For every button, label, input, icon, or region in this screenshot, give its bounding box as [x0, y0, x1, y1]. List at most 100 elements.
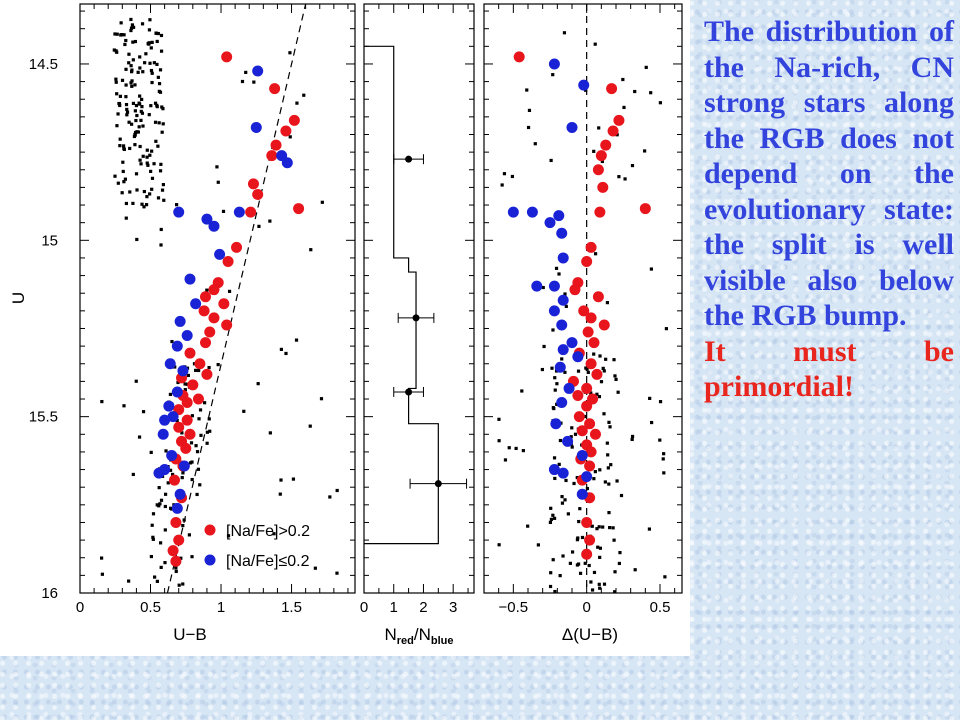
- na-poor-star: [177, 365, 189, 377]
- field-star: [130, 23, 135, 27]
- field-star: [195, 492, 199, 497]
- field-star: [124, 102, 129, 107]
- field-star: [136, 70, 140, 74]
- field-star: [138, 158, 142, 162]
- field-star: [168, 468, 173, 472]
- na-poor-star: [163, 400, 175, 412]
- field-star: [551, 406, 555, 410]
- field-star: [114, 77, 118, 81]
- field-star: [216, 363, 220, 367]
- na-rich-star: [607, 125, 619, 137]
- field-star: [138, 144, 142, 149]
- field-star: [124, 201, 129, 206]
- field-star: [148, 153, 152, 157]
- field-star: [590, 524, 594, 528]
- field-star: [114, 80, 118, 84]
- field-star: [174, 203, 179, 207]
- field-star: [141, 410, 146, 414]
- slide-text: The distribution of the Na-rich, CN stro…: [704, 14, 954, 405]
- field-star: [121, 169, 125, 174]
- field-star: [190, 414, 194, 418]
- field-star: [564, 304, 568, 309]
- field-star: [551, 73, 555, 77]
- na-rich-star: [168, 474, 180, 486]
- field-star: [130, 70, 134, 74]
- field-star: [190, 460, 194, 464]
- field-star: [133, 109, 137, 113]
- na-rich-star: [584, 534, 596, 546]
- field-star: [500, 183, 504, 187]
- field-star: [589, 391, 593, 395]
- na-poor-star: [167, 411, 179, 423]
- field-star: [649, 91, 653, 95]
- field-star: [121, 160, 125, 164]
- field-star: [157, 121, 161, 125]
- na-rich-star: [598, 319, 610, 331]
- field-star: [608, 425, 612, 429]
- figure-plots: [Na/Fe]>0.2 [Na/Fe]≤0.2 0 0.5 1 1.5 14.5 15 15.5…: [9, 3, 683, 647]
- field-star: [100, 399, 104, 404]
- field-star: [647, 527, 652, 531]
- field-star: [150, 80, 154, 85]
- field-star: [128, 190, 132, 194]
- field-star: [121, 144, 126, 148]
- field-star: [240, 79, 245, 84]
- field-star: [611, 526, 615, 530]
- field-star: [630, 437, 634, 442]
- field-star: [564, 478, 568, 483]
- field-star: [592, 477, 596, 481]
- field-star: [268, 431, 272, 435]
- y-tick-label: 16: [41, 585, 58, 602]
- field-star: [288, 51, 292, 55]
- field-star: [142, 189, 146, 194]
- field-star: [174, 566, 178, 570]
- field-star: [114, 49, 118, 53]
- field-star: [131, 40, 135, 44]
- field-star: [164, 449, 168, 453]
- field-star: [148, 61, 152, 65]
- field-star: [180, 476, 184, 480]
- cmd-frame: [79, 3, 356, 594]
- field-star: [141, 154, 145, 158]
- field-star: [575, 475, 579, 480]
- field-star: [551, 513, 555, 517]
- field-star: [123, 42, 127, 47]
- na-rich-star: [200, 291, 212, 303]
- field-star: [613, 570, 617, 574]
- field-star: [593, 252, 598, 256]
- field-star: [199, 433, 203, 437]
- field-star: [560, 501, 565, 505]
- field-star: [593, 470, 597, 474]
- na-poor-star: [276, 150, 288, 162]
- field-star: [159, 227, 163, 232]
- field-star: [578, 507, 582, 511]
- field-star: [135, 188, 139, 192]
- field-star: [548, 520, 553, 525]
- na-poor-star: [531, 280, 543, 292]
- field-star: [623, 177, 627, 181]
- ratio-point: [405, 155, 413, 163]
- na-rich-star: [595, 150, 607, 162]
- field-star: [150, 176, 155, 180]
- delta-x-axis-label: Δ(U−B): [562, 625, 618, 644]
- field-star: [621, 77, 625, 82]
- na-rich-star: [613, 114, 625, 126]
- field-star: [147, 28, 152, 32]
- ratio-point: [405, 388, 413, 396]
- field-star: [617, 175, 621, 179]
- na-rich-star: [173, 534, 185, 546]
- field-star: [140, 22, 145, 26]
- slide-conclusion-text: It must be primordial!: [704, 334, 954, 404]
- na-poor-star: [557, 344, 569, 356]
- legend-marker-na-poor: [204, 554, 216, 566]
- x-tick-label: 3: [449, 599, 457, 616]
- ratio-x-axis-label: Nred/Nblue: [384, 625, 453, 647]
- field-star: [553, 589, 557, 594]
- na-rich-star: [582, 326, 594, 338]
- field-star: [118, 144, 122, 148]
- na-poor-star: [157, 428, 169, 440]
- field-star: [558, 574, 562, 578]
- field-star: [140, 105, 144, 109]
- field-star: [507, 446, 511, 450]
- field-star: [131, 58, 135, 62]
